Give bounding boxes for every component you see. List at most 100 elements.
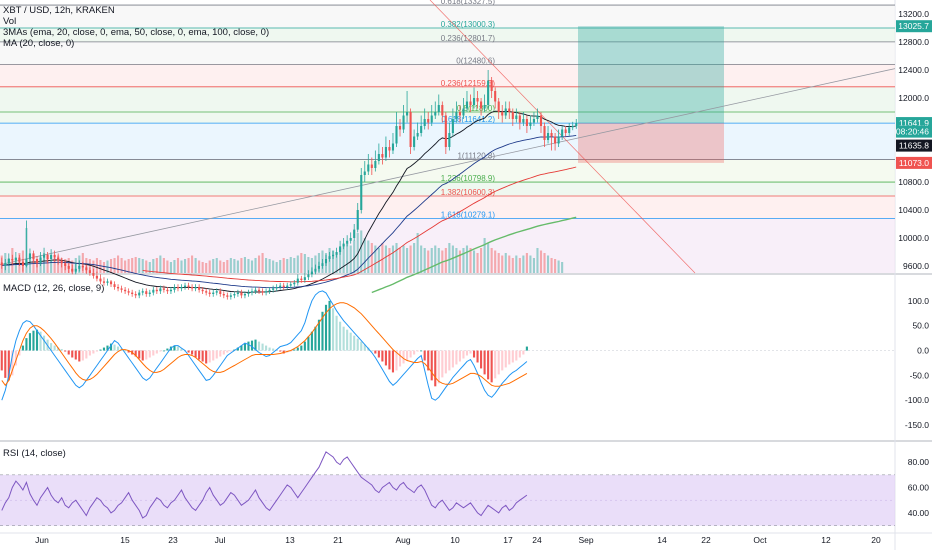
candle-body — [194, 287, 197, 289]
candle-body — [39, 257, 42, 264]
rsi-label[interactable]: RSI (14, close) — [3, 448, 66, 459]
volume-bar — [99, 260, 102, 273]
macd-histogram-bar — [289, 350, 292, 352]
macd-histogram-bar — [451, 350, 454, 368]
volume-bar — [518, 258, 521, 273]
macd-histogram-bar — [145, 350, 148, 360]
time-axis-tick-label: 24 — [532, 535, 542, 545]
macd-histogram-bar — [226, 350, 229, 353]
macd-histogram-bar — [427, 350, 430, 371]
macd-histogram-bar — [250, 340, 254, 351]
volume-bar — [141, 259, 144, 273]
volume-bar — [483, 238, 486, 273]
volume-bar — [420, 245, 423, 273]
candle-body — [236, 292, 239, 294]
macd-histogram-bar — [339, 321, 342, 351]
macd-histogram-bar — [21, 345, 24, 351]
macd-histogram-bar — [180, 348, 183, 351]
volume-bar — [282, 258, 285, 273]
macd-histogram-bar — [324, 304, 328, 351]
ema-20-line — [1, 110, 577, 293]
macd-histogram-bar — [413, 350, 416, 355]
candle-body — [423, 119, 426, 126]
macd-histogram-bar — [95, 350, 98, 352]
mas-indicator-label[interactable]: 3MAs (ema, 20, close, 0, ema, 50, close,… — [3, 27, 270, 38]
volume-bar — [494, 250, 497, 273]
volume-bar — [409, 245, 412, 273]
candle-body — [469, 101, 472, 105]
macd-histogram-bar — [212, 350, 215, 361]
macd-histogram-bar — [360, 341, 363, 351]
macd-histogram-bar — [476, 350, 479, 363]
candle-body — [367, 164, 370, 172]
rsi-axis-tick-label: 60.00 — [908, 483, 930, 493]
candle-body — [226, 295, 229, 297]
volume-bar — [465, 245, 469, 273]
macd-histogram-bar — [356, 338, 359, 351]
candle-body — [35, 259, 39, 264]
macd-histogram-bar — [127, 350, 130, 353]
time-axis-tick-label: 23 — [168, 535, 178, 545]
volume-bar — [187, 258, 190, 273]
macd-histogram-bar — [134, 350, 137, 357]
rsi-axis-tick-label: 80.00 — [908, 457, 930, 467]
ma-indicator-label[interactable]: MA (20, close, 0) — [3, 38, 75, 49]
candle-body — [265, 291, 268, 293]
macd-axis-tick-label: 100.0 — [908, 296, 930, 306]
candle-body — [4, 263, 7, 266]
macd-histogram-bar — [39, 331, 42, 351]
macd-histogram-bar — [487, 350, 490, 380]
candle-body — [331, 254, 335, 257]
macd-histogram-bar — [296, 347, 299, 351]
candle-body — [571, 126, 574, 128]
macd-histogram-bar — [229, 350, 232, 352]
macd-histogram-bar — [28, 333, 32, 351]
candle-body — [360, 175, 363, 210]
volume-bar — [46, 258, 49, 273]
volume-bar — [451, 245, 454, 273]
candle-body — [208, 292, 211, 294]
macd-histogram-bar — [198, 350, 201, 360]
candle-body — [71, 268, 74, 272]
volume-bar — [201, 262, 204, 273]
volume-bar — [268, 259, 271, 273]
candle-body — [346, 240, 349, 244]
volume-bar — [360, 230, 363, 273]
macd-histogram-bar — [293, 349, 296, 351]
macd-histogram-bar — [321, 311, 324, 351]
macd-line — [1, 290, 528, 401]
macd-histogram-bar — [141, 350, 144, 361]
macd-histogram-bar — [173, 345, 176, 351]
candle-body — [395, 126, 398, 144]
macd-histogram-bar — [85, 350, 88, 359]
candle-body — [398, 126, 402, 130]
macd-histogram-bar — [191, 350, 194, 355]
candle-body — [233, 294, 236, 296]
volume-bar — [377, 248, 380, 273]
candle-body — [78, 266, 81, 269]
volume-bar — [265, 258, 268, 273]
price-tag — [896, 125, 932, 138]
volume-bar — [335, 253, 338, 273]
ema-50-line — [1, 134, 577, 289]
volume-bar — [395, 243, 398, 273]
candle-body — [60, 260, 63, 264]
symbol-title[interactable]: XBT / USD, 12h, KRAKEN — [3, 5, 115, 16]
volume-bar — [349, 245, 352, 273]
macd-label[interactable]: MACD (12, 26, close, 9) — [3, 283, 105, 294]
macd-histogram-bar — [525, 346, 528, 351]
macd-histogram-bar — [35, 329, 39, 351]
volume-bar — [127, 259, 130, 273]
fib-level-label: 0.618(11641.2) — [441, 115, 495, 124]
time-axis-tick-label: Oct — [753, 535, 767, 545]
macd-signal-line — [1, 302, 528, 387]
macd-histogram-bar — [374, 350, 377, 354]
price-axis-tick-label: 12800.0 — [898, 37, 929, 47]
vol-indicator-label[interactable]: Vol — [3, 16, 17, 27]
candle-body — [169, 289, 172, 292]
fib-zone — [0, 5, 895, 28]
candle-body — [409, 112, 412, 147]
candle-body — [7, 259, 10, 264]
candle-body — [374, 161, 377, 168]
